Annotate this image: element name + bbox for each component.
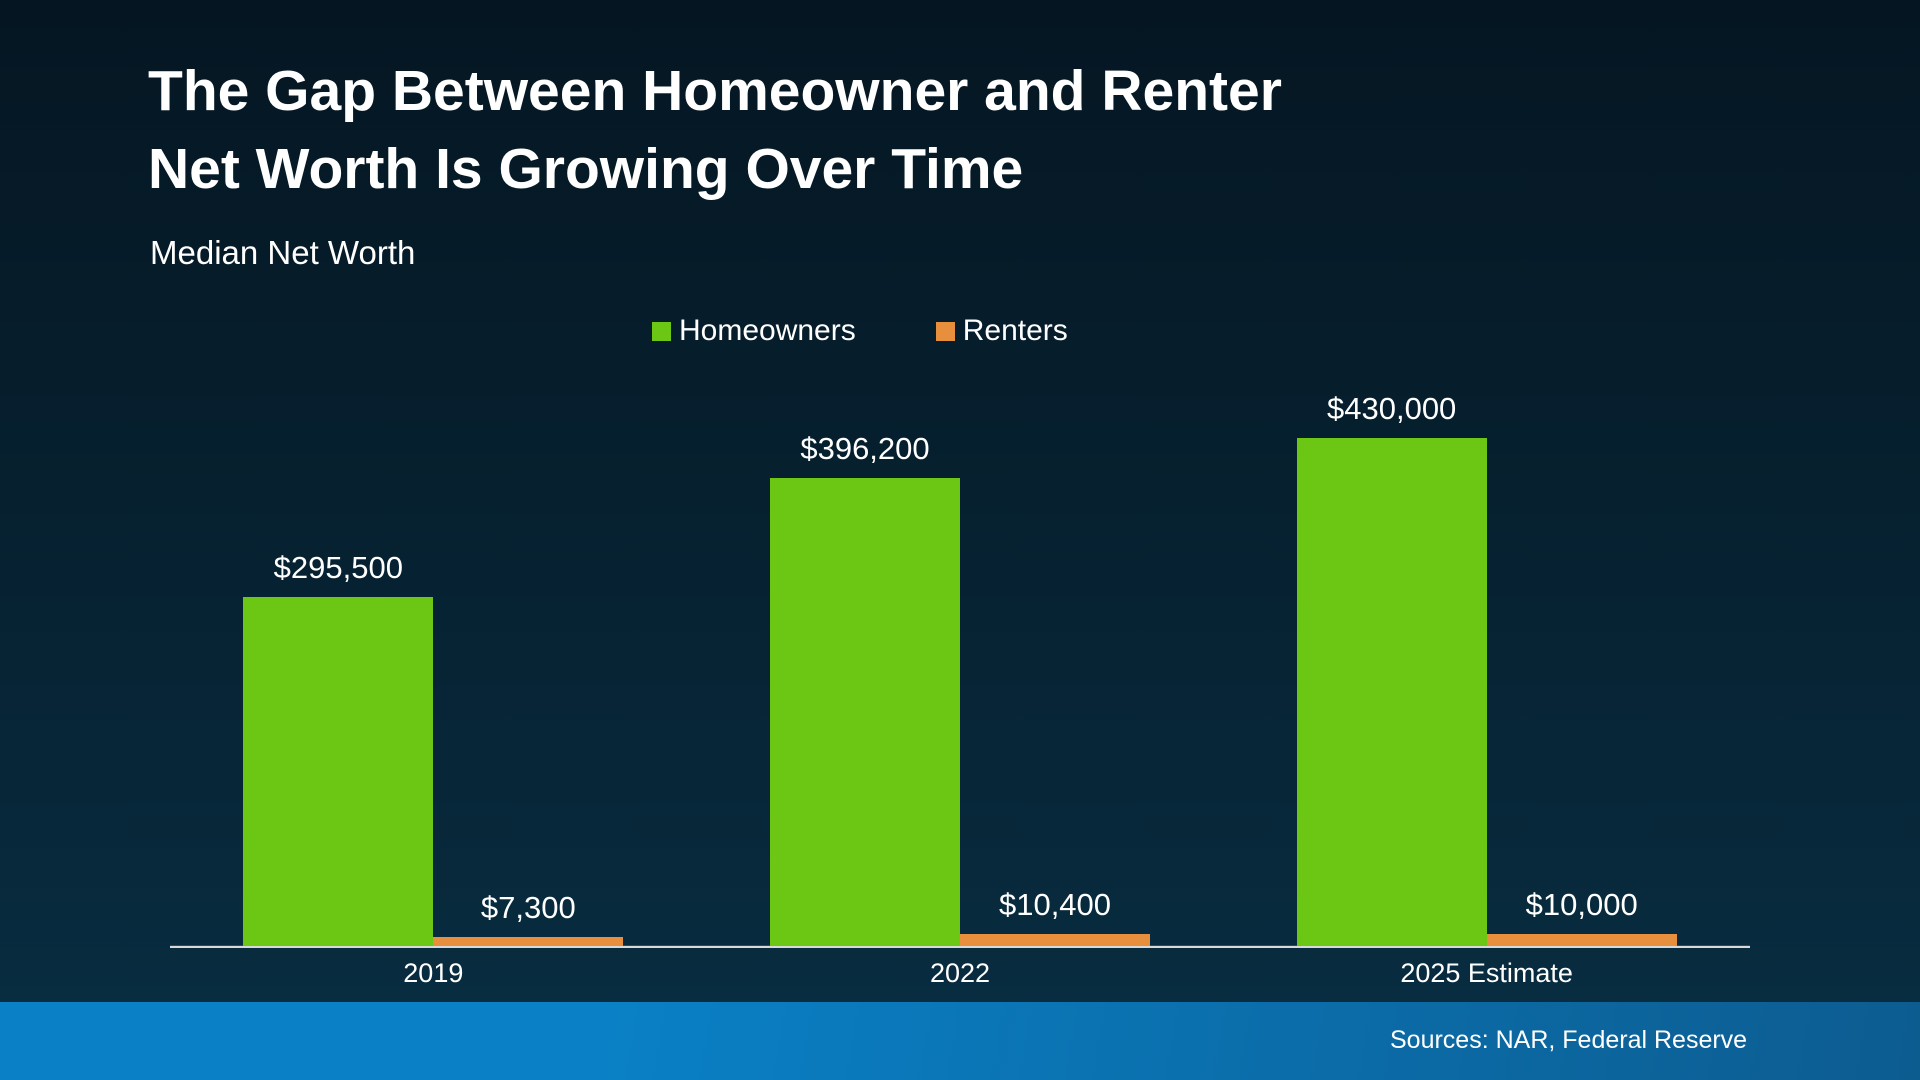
sources-text: Sources: NAR, Federal Reserve xyxy=(1390,1026,1748,1054)
category-label-2022: 2022 xyxy=(929,958,991,988)
bar-renters-2022 xyxy=(960,934,1150,946)
chart-subtitle: Median Net Worth xyxy=(150,234,416,271)
footer-bar: Sources: NAR, Federal Reserve xyxy=(0,1002,1920,1080)
chart-legend: Homeowners Renters xyxy=(652,314,1068,348)
legend-swatch-renters-icon xyxy=(935,321,955,341)
bar-homeowners-2025-estimate xyxy=(1296,438,1487,946)
category-label-2019: 2019 xyxy=(403,958,464,988)
value-label-renters-2022: $10,400 xyxy=(998,887,1112,922)
page-title-line-2: Net Worth Is Growing Over Time xyxy=(148,137,1024,201)
legend-item-renters: Renters xyxy=(935,314,1068,348)
bar-homeowners-2019 xyxy=(243,597,434,946)
bar-renters-2025-estimate xyxy=(1486,934,1677,946)
legend-label-homeowners: Homeowners xyxy=(679,314,856,347)
bar-homeowners-2022 xyxy=(770,478,960,946)
page-title: The Gap Between Homeowner and Renter Net… xyxy=(148,52,1282,208)
x-axis-line xyxy=(170,946,1750,948)
legend-swatch-homeowners-icon xyxy=(652,321,671,341)
value-label-renters-2025-estimate: $10,000 xyxy=(1525,887,1638,922)
value-label-homeowners-2019: $295,500 xyxy=(273,550,403,585)
legend-item-homeowners: Homeowners xyxy=(652,314,856,348)
page-title-line-1: The Gap Between Homeowner and Renter xyxy=(148,59,1282,123)
value-label-homeowners-2025-estimate: $430,000 xyxy=(1327,391,1457,426)
value-label-renters-2019: $7,300 xyxy=(480,890,576,925)
legend-label-renters: Renters xyxy=(962,314,1068,347)
category-label-2025-estimate: 2025 Estimate xyxy=(1400,958,1573,988)
bar-renters-2019 xyxy=(433,937,624,946)
value-label-homeowners-2022: $396,200 xyxy=(800,431,930,466)
